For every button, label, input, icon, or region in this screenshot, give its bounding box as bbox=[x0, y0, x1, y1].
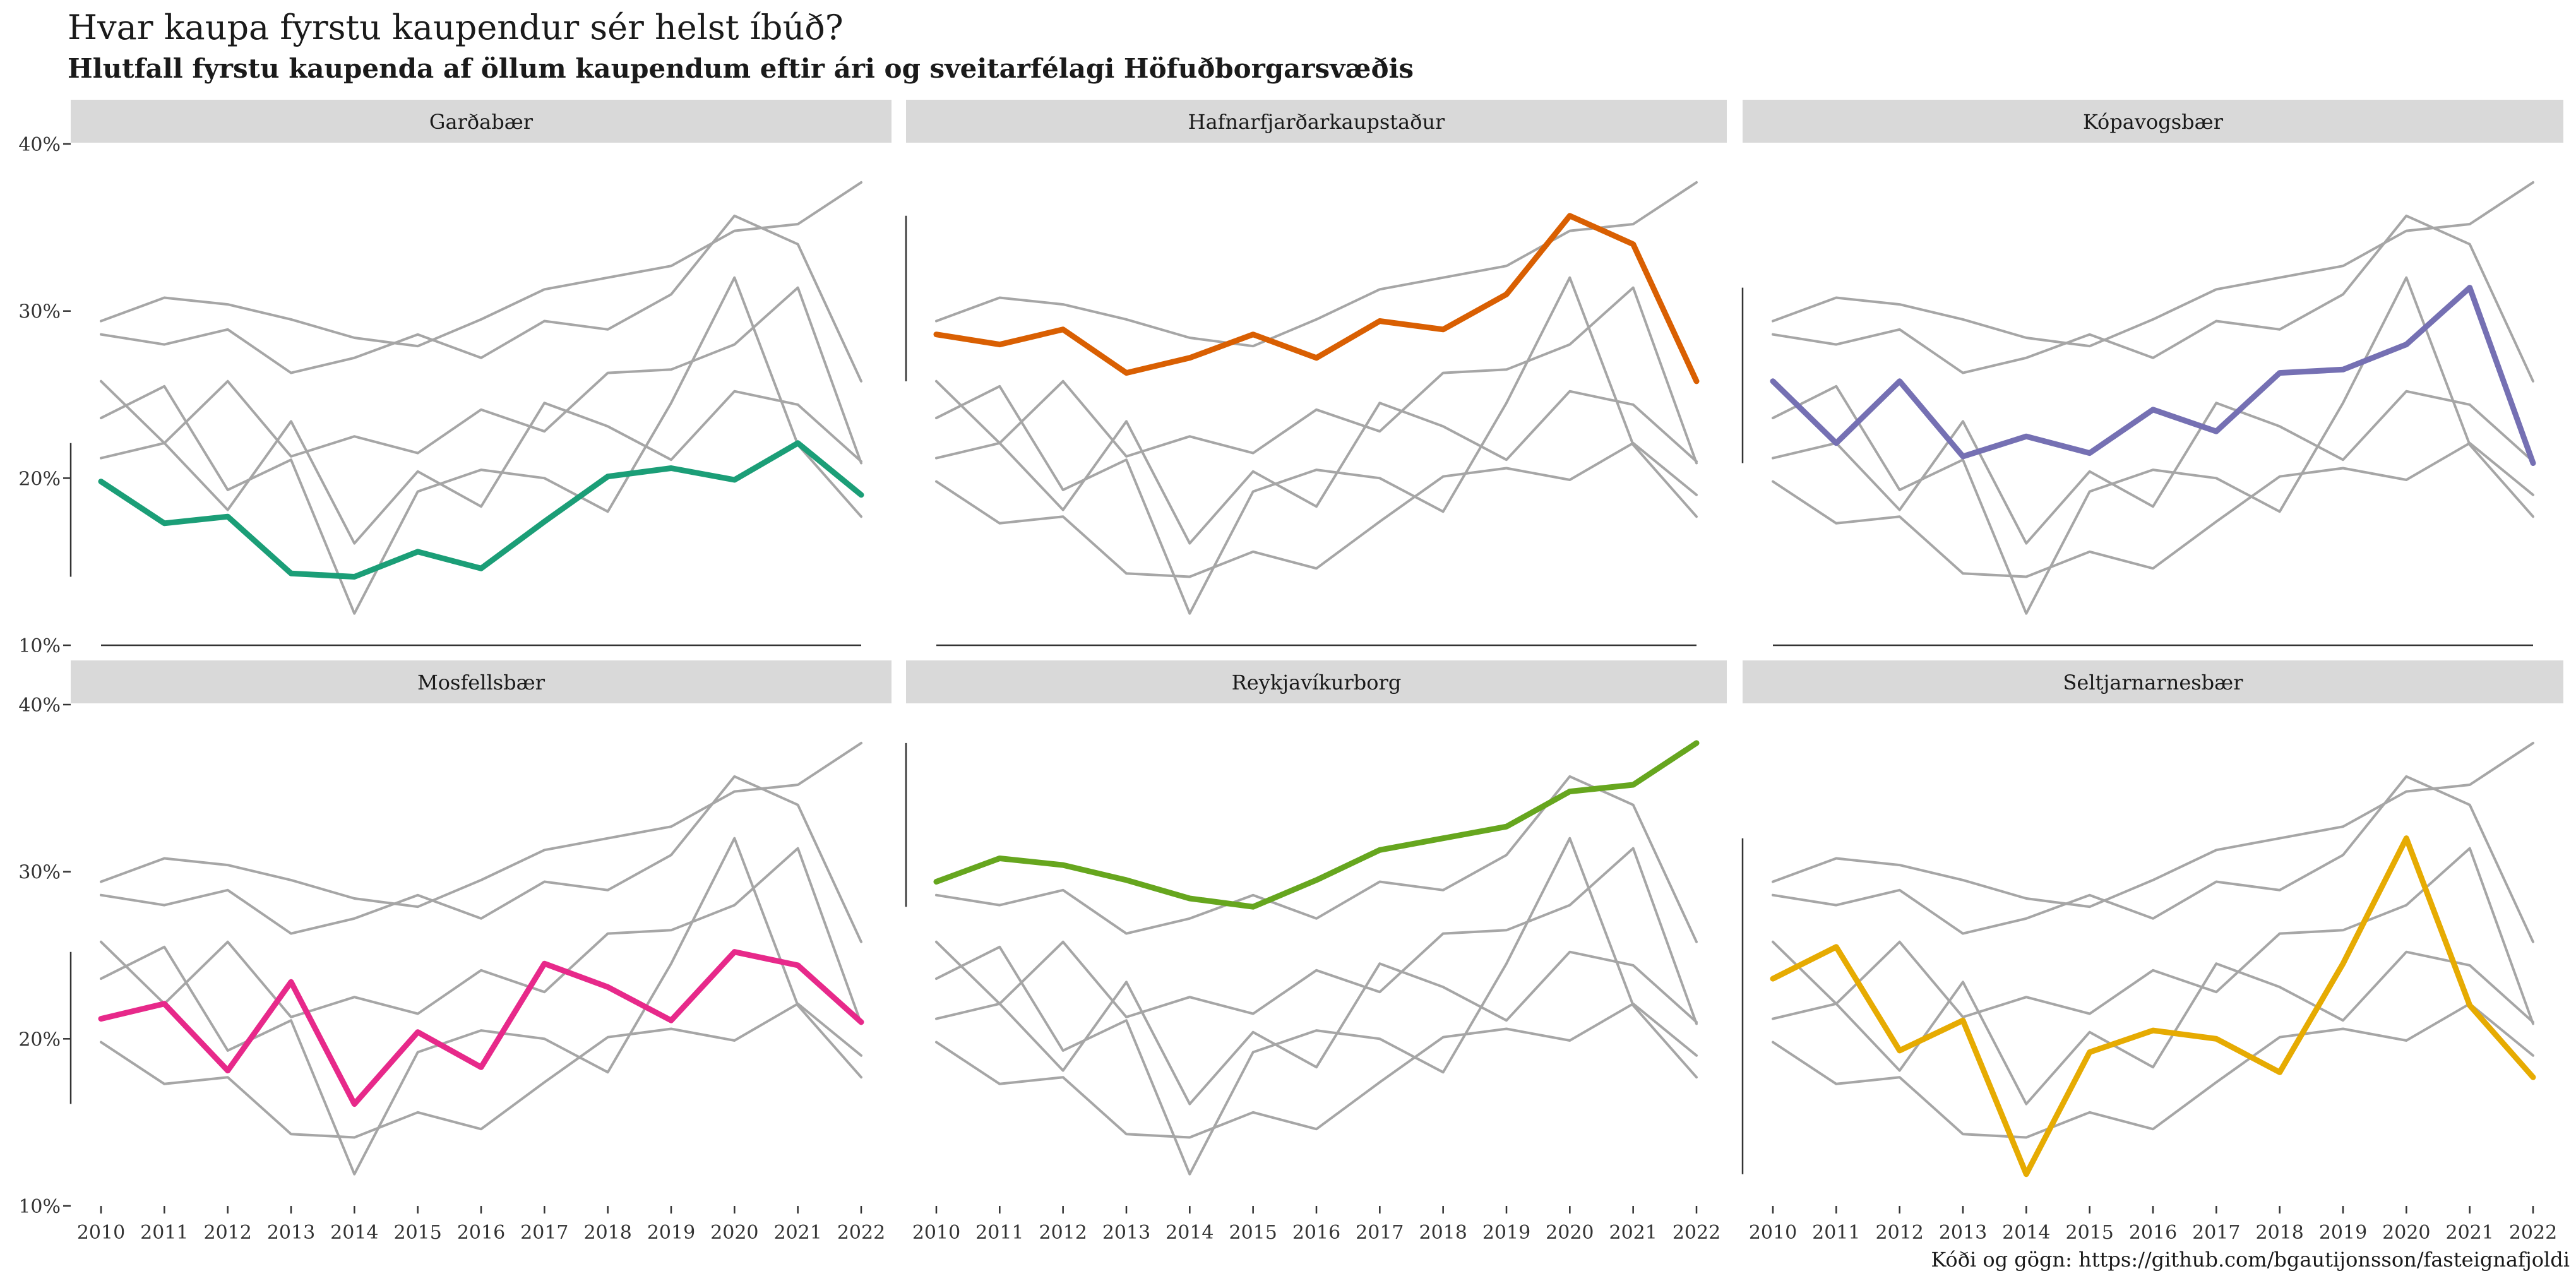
highlight-series-line bbox=[98, 440, 864, 580]
x-tick-label: 2017 bbox=[2192, 1222, 2240, 1244]
facet-strip-label: Reykjavíkurborg bbox=[1232, 671, 1402, 695]
context-series-line bbox=[935, 950, 1698, 1106]
x-tick-label: 2015 bbox=[393, 1222, 441, 1244]
highlight-series-line bbox=[933, 740, 1700, 910]
facet-strip bbox=[71, 660, 891, 703]
facet-strip-label: Garðabær bbox=[429, 110, 534, 134]
context-series-line bbox=[935, 286, 1698, 465]
context-series-line bbox=[935, 1002, 1698, 1139]
y-tick-label: 20% bbox=[18, 1029, 61, 1051]
x-tick-label: 2021 bbox=[2445, 1222, 2493, 1244]
facet-strip bbox=[1743, 100, 2563, 143]
context-series-line bbox=[1772, 181, 2534, 348]
context-series-line bbox=[100, 741, 862, 909]
x-tick-label: 2019 bbox=[647, 1222, 695, 1244]
context-series-line bbox=[1772, 214, 2534, 383]
x-tick-label: 2012 bbox=[203, 1222, 251, 1244]
facet-strip-label: Mosfellsbær bbox=[417, 671, 546, 695]
context-series-line bbox=[1772, 441, 2534, 578]
highlight-series-line bbox=[98, 949, 864, 1107]
y-tick-label: 10% bbox=[18, 1196, 61, 1218]
chart-subtitle: Hlutfall fyrstu kaupenda af öllum kaupen… bbox=[68, 53, 1414, 84]
context-series-line bbox=[1772, 390, 2534, 545]
x-tick-label: 2014 bbox=[330, 1222, 378, 1244]
context-series-line bbox=[100, 286, 862, 465]
context-series-line bbox=[1772, 950, 2534, 1106]
x-tick-label: 2012 bbox=[1875, 1222, 1923, 1244]
x-tick-label: 2020 bbox=[710, 1222, 758, 1244]
highlight-series-line bbox=[1770, 285, 2536, 466]
x-tick-label: 2011 bbox=[140, 1222, 188, 1244]
facet-strip-label: Hafnarfjarðarkaupstaður bbox=[1188, 110, 1445, 134]
x-tick-label: 2017 bbox=[1356, 1222, 1404, 1244]
x-tick-label: 2018 bbox=[1419, 1222, 1467, 1244]
facet-strip bbox=[1743, 660, 2563, 703]
y-tick-label: 10% bbox=[18, 635, 61, 657]
context-series-line bbox=[100, 390, 862, 545]
x-tick-label: 2016 bbox=[1292, 1222, 1340, 1244]
x-tick-label: 2020 bbox=[2382, 1222, 2430, 1244]
facet-strip bbox=[906, 660, 1727, 703]
context-series-line bbox=[1772, 847, 2534, 1025]
context-series-line bbox=[935, 775, 1698, 943]
x-tick-label: 2022 bbox=[1673, 1222, 1720, 1244]
chart-title: Hvar kaupa fyrstu kaupendur sér helst íb… bbox=[68, 8, 844, 47]
x-tick-label: 2014 bbox=[2002, 1222, 2050, 1244]
x-tick-label: 2013 bbox=[1939, 1222, 1987, 1244]
y-tick-label: 30% bbox=[18, 301, 61, 323]
context-series-line bbox=[935, 441, 1698, 578]
facet-strip-label: Seltjarnarnesbær bbox=[2063, 671, 2243, 695]
context-series-line bbox=[100, 181, 862, 348]
x-tick-label: 2022 bbox=[2509, 1222, 2557, 1244]
context-series-line bbox=[1772, 1002, 2534, 1139]
x-tick-label: 2010 bbox=[1749, 1222, 1797, 1244]
x-tick-label: 2013 bbox=[267, 1222, 315, 1244]
context-series-line bbox=[100, 775, 862, 943]
x-tick-label: 2016 bbox=[2129, 1222, 2177, 1244]
x-tick-label: 2017 bbox=[520, 1222, 568, 1244]
context-series-line bbox=[1772, 775, 2534, 943]
x-tick-label: 2016 bbox=[457, 1222, 505, 1244]
y-tick-label: 20% bbox=[18, 468, 61, 490]
context-series-line bbox=[100, 214, 862, 383]
context-series-line bbox=[935, 181, 1698, 348]
x-tick-label: 2011 bbox=[975, 1222, 1023, 1244]
context-series-line bbox=[935, 276, 1698, 615]
y-tick-label: 30% bbox=[18, 862, 61, 884]
context-series-line bbox=[100, 1002, 862, 1139]
context-series-line bbox=[1772, 276, 2534, 615]
chart-caption: Kóði og gögn: https://github.com/bgautij… bbox=[1931, 1248, 2570, 1272]
facet-strip-label: Kópavogsbær bbox=[2083, 110, 2224, 134]
context-series-line bbox=[1772, 741, 2534, 909]
x-tick-label: 2021 bbox=[773, 1222, 821, 1244]
x-tick-label: 2015 bbox=[1229, 1222, 1277, 1244]
highlight-series-line bbox=[1770, 835, 2536, 1178]
y-tick-label: 40% bbox=[18, 695, 61, 717]
context-series-line bbox=[100, 837, 862, 1176]
context-series-line bbox=[935, 390, 1698, 545]
x-tick-label: 2011 bbox=[1812, 1222, 1860, 1244]
x-tick-label: 2020 bbox=[1546, 1222, 1594, 1244]
x-tick-label: 2019 bbox=[1482, 1222, 1530, 1244]
facet-strip bbox=[71, 100, 891, 143]
x-tick-label: 2010 bbox=[77, 1222, 125, 1244]
context-series-line bbox=[935, 837, 1698, 1176]
context-series-line bbox=[100, 276, 862, 615]
x-tick-label: 2012 bbox=[1039, 1222, 1087, 1244]
context-series-line bbox=[935, 847, 1698, 1025]
x-tick-label: 2019 bbox=[2319, 1222, 2367, 1244]
x-tick-label: 2014 bbox=[1166, 1222, 1213, 1244]
x-tick-label: 2021 bbox=[1609, 1222, 1657, 1244]
x-tick-label: 2018 bbox=[2255, 1222, 2303, 1244]
facet-strip bbox=[906, 100, 1727, 143]
x-tick-label: 2010 bbox=[912, 1222, 960, 1244]
highlight-series-line bbox=[933, 213, 1700, 385]
context-series-line bbox=[100, 847, 862, 1025]
y-tick-label: 40% bbox=[18, 134, 61, 156]
x-tick-label: 2022 bbox=[837, 1222, 885, 1244]
x-tick-label: 2013 bbox=[1102, 1222, 1150, 1244]
x-tick-label: 2015 bbox=[2065, 1222, 2113, 1244]
x-tick-label: 2018 bbox=[583, 1222, 631, 1244]
